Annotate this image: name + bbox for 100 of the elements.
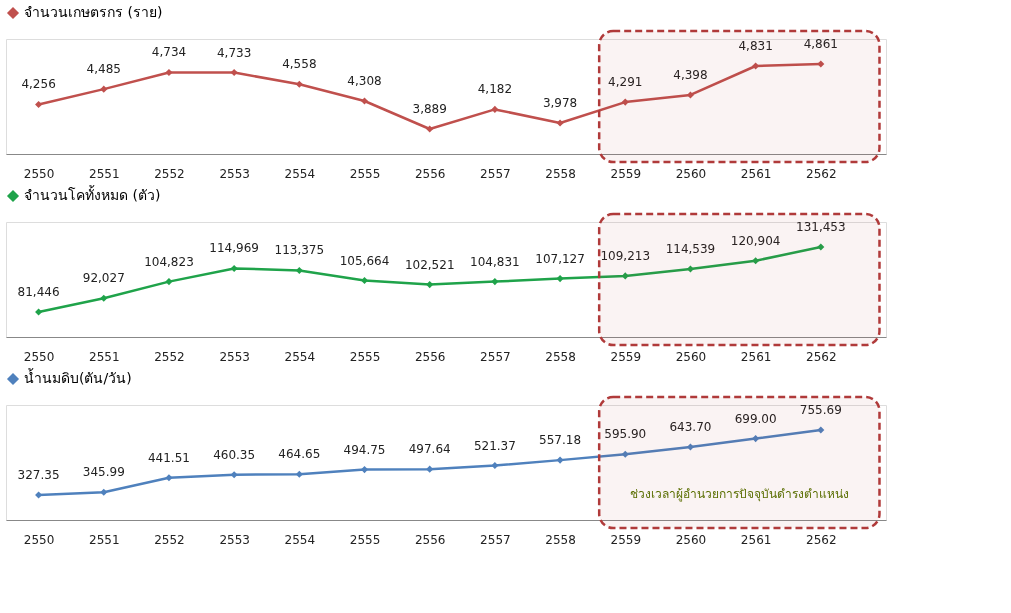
data-label: 104,823 [144, 254, 194, 269]
x-tick-label: 2560 [675, 166, 707, 181]
point [621, 272, 629, 280]
data-label: 104,831 [470, 254, 520, 269]
data-label: 4,734 [151, 45, 187, 60]
x-tick-label: 2556 [414, 532, 446, 547]
legend-label: จำนวนโคทั้งหมด (ตัว) [24, 185, 161, 203]
point [817, 243, 825, 251]
legend-label: จำนวนเกษตรกร (ราย) [24, 4, 163, 20]
point [686, 265, 694, 273]
x-tick-label: 2554 [284, 532, 316, 547]
x-tick-label: 2559 [610, 166, 642, 181]
point [752, 435, 760, 443]
x-tick-label: 2552 [154, 532, 185, 547]
x-tick-label: 2551 [89, 349, 120, 364]
data-label: 4,182 [477, 82, 513, 97]
point [295, 80, 303, 88]
x-tick-label: 2553 [219, 532, 250, 547]
x-tick-label: 2559 [610, 349, 642, 364]
point [35, 308, 43, 316]
data-label: 755.69 [799, 403, 842, 417]
data-label: 92,027 [82, 271, 125, 286]
data-label: 494.75 [343, 442, 386, 457]
data-label: 114,539 [665, 241, 716, 256]
x-tick-label: 2562 [806, 532, 837, 547]
data-label: 441.51 [147, 450, 190, 465]
x-tick-label: 2550 [23, 532, 55, 547]
data-label: 4,485 [86, 62, 121, 77]
point [230, 69, 238, 77]
x-tick-label: 2559 [610, 532, 642, 547]
x-tick-label: 2556 [414, 349, 446, 364]
point [165, 474, 173, 482]
point [621, 450, 629, 458]
x-tick-label: 2562 [806, 349, 837, 364]
x-tick-label: 2561 [740, 532, 772, 547]
band-label: ช่วงเวลาผู้อำนวยการปัจจุบันดำรงตำแหน่ง [629, 487, 849, 502]
data-label: 120,904 [730, 233, 781, 248]
data-label: 4,861 [803, 37, 838, 51]
x-tick-label: 2554 [284, 166, 316, 181]
x-tick-label: 2557 [480, 166, 511, 181]
x-tick-label: 2551 [89, 166, 120, 181]
point [426, 465, 434, 473]
x-tick-label: 2552 [154, 166, 185, 181]
data-label: 595.90 [604, 427, 647, 442]
data-label: 4,831 [738, 39, 773, 54]
x-tick-label: 2558 [545, 166, 576, 181]
point [230, 264, 238, 272]
data-label: 643.70 [669, 419, 712, 434]
point [426, 125, 434, 133]
data-label: 460.35 [213, 447, 256, 462]
point [165, 278, 173, 286]
data-label: 699.00 [734, 411, 777, 426]
point [817, 426, 825, 434]
x-tick-label: 2553 [219, 166, 250, 181]
data-label: 4,733 [216, 45, 252, 60]
point [360, 466, 369, 474]
x-tick-label: 2555 [349, 166, 381, 181]
data-label: 114,969 [209, 241, 259, 256]
point [621, 98, 629, 106]
point [295, 470, 303, 478]
point [817, 60, 825, 68]
point [556, 275, 564, 283]
point [35, 100, 43, 108]
x-tick-label: 2555 [349, 349, 381, 364]
x-tick-label: 2560 [675, 349, 707, 364]
x-tick-label: 2550 [23, 166, 55, 181]
data-label: 4,398 [673, 67, 708, 82]
data-label: 109,213 [600, 248, 651, 263]
x-tick-label: 2557 [480, 532, 511, 547]
x-tick-label: 2562 [806, 166, 837, 181]
point [230, 471, 238, 479]
point [556, 456, 564, 464]
x-tick-label: 2556 [414, 166, 446, 181]
x-tick-label: 2553 [219, 349, 250, 364]
x-tick-label: 2555 [349, 532, 381, 547]
data-label: 4,558 [282, 57, 317, 72]
x-tick-label: 2558 [545, 532, 576, 547]
data-label: 107,127 [535, 251, 585, 266]
data-label: 113,375 [274, 243, 325, 258]
point [100, 488, 108, 496]
point [100, 85, 108, 93]
data-label: 521.37 [473, 438, 516, 453]
data-label: 464.65 [278, 447, 321, 462]
data-label: 105,664 [339, 253, 390, 268]
x-tick-label: 2554 [284, 349, 316, 364]
x-tick-label: 2561 [740, 349, 772, 364]
x-tick-label: 2552 [154, 349, 185, 364]
data-label: 557.18 [539, 433, 582, 448]
point [360, 276, 369, 285]
x-tick-label: 2561 [740, 166, 772, 181]
data-label: 131,453 [796, 220, 846, 234]
data-label: 81,446 [17, 285, 60, 299]
data-label: 4,291 [608, 75, 643, 90]
point [556, 119, 564, 127]
x-tick-label: 2557 [480, 349, 511, 364]
point [491, 105, 499, 113]
point [360, 97, 369, 105]
point [752, 257, 760, 265]
point [100, 294, 108, 302]
data-label: 4,256 [21, 77, 56, 92]
